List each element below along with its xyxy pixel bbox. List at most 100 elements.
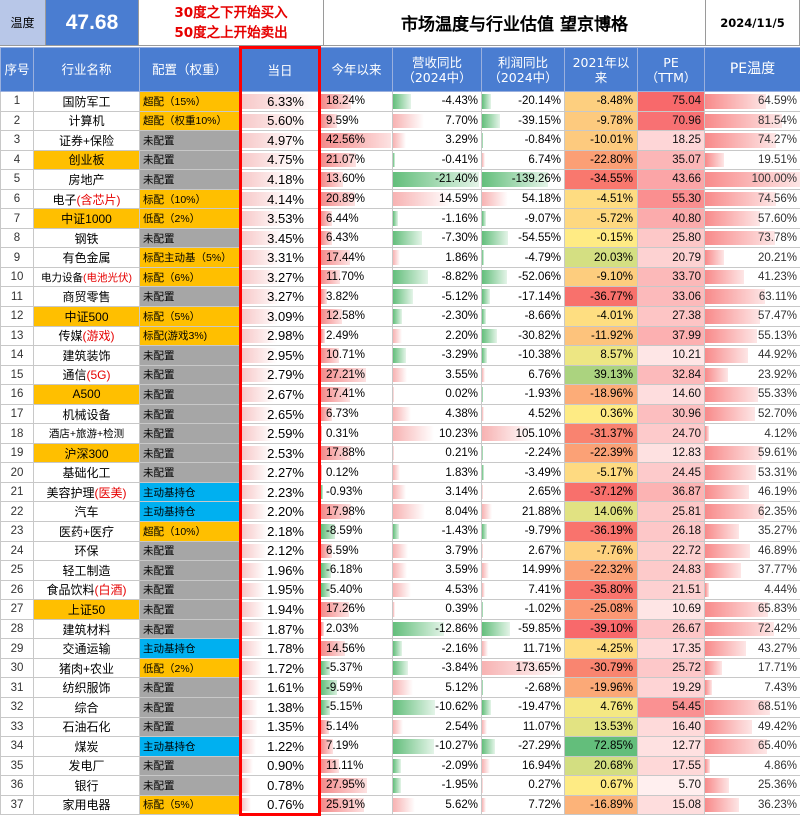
profit-yoy: 6.74% [481,149,565,171]
revenue-yoy: -2.16% [392,638,482,659]
ytd-change: -9.59% [319,677,393,698]
value-bar [482,211,487,226]
revenue-yoy-text: -2.16% [441,642,478,655]
revenue-yoy-text: 3.14% [445,486,478,499]
value-bar [705,367,728,383]
table-row: 22 汽车 主动基持仓 2.20% 17.98% 8.04% 21.88% 14.06% 25.… [0,501,800,523]
pe-temperature: 59.61% [704,442,800,464]
value-bar [393,641,402,656]
table-row: 10 电力设备(电池光伏) 标配（6%） 3.27% 11.70% -8.82% -52.0… [0,266,800,288]
col-today-header: 当日 [239,46,321,92]
today-change: 2.65% [239,403,321,425]
industry-name: A500 [33,384,140,405]
pe-ttm: 25.80 [637,227,705,249]
profit-yoy: -2.24% [481,442,565,464]
profit-yoy: -9.79% [481,521,565,542]
since-2021: 14.06% [564,501,638,523]
value-bar [705,660,722,676]
value-bar [705,230,776,246]
value-bar [482,563,490,578]
pe-temperature-text: 52.70% [757,408,797,421]
row-index-text: 37 [10,798,24,811]
today-change-text: 3.53% [267,211,304,227]
since-2021: -5.72% [564,208,638,229]
ytd-change: 3.82% [319,286,393,308]
profit-yoy: 54.18% [481,188,565,210]
value-bar [705,582,710,598]
revenue-yoy: 8.04% [392,501,482,523]
row-index: 25 [0,560,34,581]
since-2021: -11.92% [564,325,638,347]
revenue-yoy: 3.14% [392,481,482,503]
value-bar [393,621,445,637]
row-index-text: 33 [10,720,24,733]
value-bar [393,94,411,109]
pe-ttm: 24.83 [637,560,705,581]
profit-yoy: 4.52% [481,403,565,425]
ytd-change-text: 17.26% [326,603,366,616]
industry-name-text: 沪深300 [64,446,109,461]
ytd-change-text: 25.91% [326,798,366,811]
profit-yoy-text: -3.49% [524,466,561,479]
value-bar [243,680,262,695]
value-bar [705,309,760,324]
pe-ttm: 14.60 [637,384,705,405]
pe-ttm: 33.70 [637,266,705,288]
value-bar [243,113,309,129]
revenue-yoy: -7.30% [392,227,482,249]
row-index: 11 [0,286,34,308]
pe-ttm-text: 33.70 [672,271,701,284]
pe-temperature-text: 57.47% [757,310,797,323]
value-bar [243,348,278,363]
industry-name: 中证500 [33,306,140,327]
industry-name: 房地产 [33,169,140,190]
pe-temperature-text: 74.56% [757,193,797,205]
config-weight-text: 超配（10%） [143,525,207,538]
ytd-change: -5.15% [319,696,393,718]
pe-ttm: 75.04 [637,91,705,112]
config-weight-text: 超配（权重10%） [143,115,228,128]
ytd-change-text: 3.82% [326,290,359,303]
pe-temperature: 100.00% [704,169,800,190]
row-index: 29 [0,638,34,659]
profit-yoy: -9.07% [481,208,565,229]
pe-temperature: 52.70% [704,403,800,425]
value-bar [482,660,564,676]
since-2021-text: -35.80% [590,583,633,596]
industry-name-text: 酒店+旅游+检测 [48,428,125,441]
industry-name: 钢铁 [33,227,140,249]
pe-ttm-text: 37.99 [672,329,701,342]
value-bar [393,426,434,441]
industry-name: 证券+保险 [33,130,140,151]
profit-yoy-text: 54.18% [521,193,561,205]
industry-name-text: 有色金属 [62,251,111,266]
config-weight-text: 未配置 [143,682,175,695]
pe-ttm: 19.29 [637,677,705,698]
value-bar [243,524,268,539]
since-2021-text: -4.01% [596,310,633,323]
today-change: 0.78% [239,775,321,796]
value-bar [705,250,725,265]
since-2021-text: -5.72% [596,212,633,225]
row-index-text: 32 [10,701,24,714]
config-weight-text: 超配（15%） [143,95,207,108]
value-bar [705,563,741,578]
row-index-text: 36 [10,779,24,792]
ytd-change-text: 10.71% [326,349,366,362]
since-2021-text: -22.80% [590,153,633,166]
row-index-text: 13 [10,329,24,342]
table-row: 23 医药+医疗 超配（10%） 2.18% -8.59% -1.43% -9.79% -36… [0,521,800,542]
row-index: 20 [0,462,34,483]
pe-temperature-text: 62.35% [757,505,797,518]
pe-temperature: 41.23% [704,266,800,288]
config-weight: 未配置 [139,442,241,464]
col-pe-ttm-header: PE （TTM） [637,47,705,92]
pe-ttm: 12.77 [637,736,705,757]
since-2021-text: -39.10% [590,623,633,636]
today-change-text: 1.35% [267,719,304,735]
ytd-change-text: 17.98% [326,505,366,518]
value-bar [705,152,724,168]
row-index-text: 12 [10,310,24,323]
profit-yoy-text: -20.14% [518,95,561,108]
pe-temperature-text: 36.23% [757,798,797,811]
